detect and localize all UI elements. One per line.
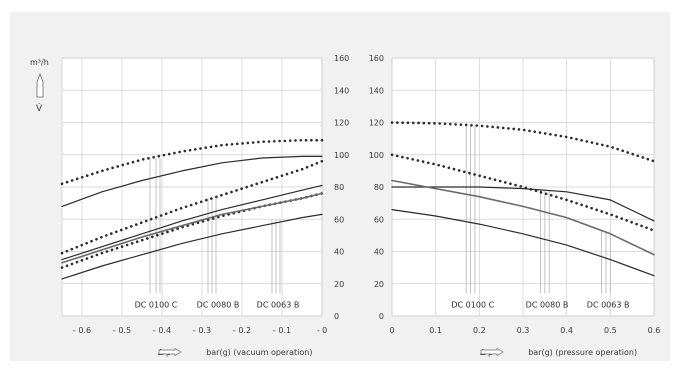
unit-label: m³/h <box>30 58 49 67</box>
right-x-axis-title: Δ p bar(g) (pressure operation) <box>480 348 637 357</box>
vacuum-x-tick-label: - 0.1 <box>273 326 291 335</box>
pressure-x-tick-label: 0.1 <box>429 326 442 335</box>
pressure-series-line-3 <box>391 186 655 222</box>
pressure-x-tick-label: 0.3 <box>517 326 530 335</box>
pressure-y-tick-label: 0 <box>379 312 384 321</box>
pressure-x-tick-label: 0.5 <box>604 326 617 335</box>
up-arrow-icon <box>36 72 44 98</box>
vacuum-annotation-label: DC 0063 B <box>257 301 300 310</box>
vacuum-y-tick-label: 160 <box>334 54 349 63</box>
left-x-axis-label: bar(g) (vacuum operation) <box>206 348 313 357</box>
vacuum-series-line-4 <box>61 184 323 261</box>
vacuum-x-tick-label: - 0 <box>317 326 328 335</box>
vacuum-y-tick-label: 140 <box>334 86 349 95</box>
vacuum-y-tick-label: 40 <box>334 248 344 257</box>
pressure-series-line-1 <box>390 121 656 163</box>
vacuum-y-tick-label: 100 <box>334 151 349 160</box>
vacuum-series-line-7 <box>61 213 323 280</box>
pressure-y-tick-label: 60 <box>374 215 384 224</box>
vacuum-x-tick-label: - 0.3 <box>193 326 211 335</box>
vacuum-x-tick-label: - 0.5 <box>113 326 131 335</box>
pressure-y-tick-label: 120 <box>369 119 384 128</box>
vacuum-y-tick-label: 120 <box>334 119 349 128</box>
vacuum-annotation-label: DC 0100 C <box>135 301 178 310</box>
vacuum-series-line-1 <box>60 138 324 186</box>
vacuum-y-tick-label: 20 <box>334 280 344 289</box>
vacuum-x-tick-label: - 0.2 <box>233 326 251 335</box>
pressure-annotation-label: DC 0100 C <box>451 301 494 310</box>
pressure-y-tick-label: 160 <box>369 54 384 63</box>
pressure-x-tick-label: 0.6 <box>648 326 661 335</box>
vacuum-y-tick-label: 80 <box>334 183 344 192</box>
right-arrow-icon <box>158 348 201 357</box>
pressure-annotation-label: DC 0080 B <box>526 301 569 310</box>
left-x-axis-title: Δ p bar(g) (vacuum operation) <box>158 348 312 357</box>
pressure-x-tick-label: 0.2 <box>473 326 486 335</box>
vacuum-y-tick-label: 60 <box>334 215 344 224</box>
vacuum-series-line-3 <box>60 159 324 255</box>
right-arrow-icon <box>480 348 523 357</box>
vacuum-x-tick-label: - 0.4 <box>153 326 171 335</box>
vacuum-x-tick-label: - 0.6 <box>73 326 91 335</box>
pressure-y-tick-label: 140 <box>369 86 384 95</box>
pressure-x-tick-label: 0.4 <box>560 326 573 335</box>
pressure-series-line-5 <box>391 209 655 277</box>
vacuum-series-line-2 <box>61 155 323 207</box>
vacuum-y-tick-label: 0 <box>334 312 339 321</box>
vacuum-series-line-6 <box>61 192 323 264</box>
pressure-y-tick-label: 40 <box>374 248 384 257</box>
pressure-y-tick-label: 80 <box>374 183 384 192</box>
vacuum-annotation-label: DC 0080 B <box>197 301 240 310</box>
pressure-y-tick-label: 100 <box>369 151 384 160</box>
pressure-y-tick-label: 20 <box>374 280 384 289</box>
pressure-x-tick-label: 0 <box>389 326 394 335</box>
flow-symbol: V̇ <box>36 104 43 114</box>
pressure-annotation-label: DC 0063 B <box>587 301 630 310</box>
right-x-axis-label: bar(g) (pressure operation) <box>528 348 638 357</box>
pressure-series-line-4 <box>391 179 655 256</box>
